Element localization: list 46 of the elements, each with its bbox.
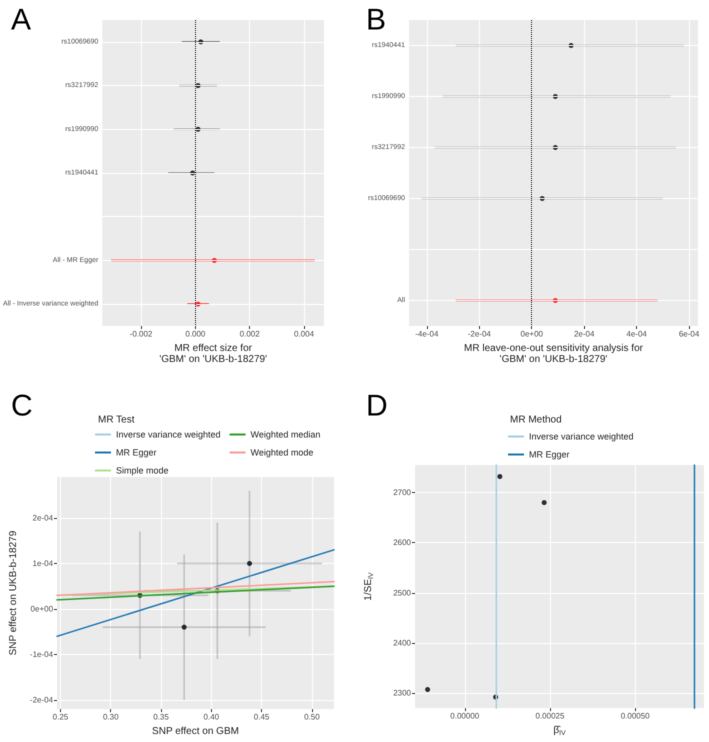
x-axis-title: MR leave-one-out sensitivity analysis for 'GBM' on 'UKB-b-18279' — [464, 342, 644, 365]
x-tick-label: -2e-04 — [468, 330, 492, 338]
x-tick-label: 0.00025 — [535, 712, 565, 721]
x-axis-title: SNP effect on GBM — [152, 726, 239, 737]
x-tick-label: 0.50 — [304, 712, 320, 722]
x-tick-label: 0.00000 — [450, 712, 480, 721]
legend-label: Weighted median — [250, 430, 320, 440]
chart-title: C — [11, 390, 33, 422]
y-tick-label: -2e-04 — [30, 696, 54, 704]
chart-title: D — [366, 390, 388, 422]
x-tick-label: 0.40 — [204, 712, 220, 722]
x-tick-label: 0.000 — [185, 330, 206, 338]
y-tick-label: 1e-04 — [32, 558, 54, 568]
y-tick-label: 2e-04 — [32, 513, 54, 522]
x-tick-label: -4e-04 — [415, 330, 439, 338]
legend-label: MR Egger — [529, 450, 570, 460]
chart-title: B — [366, 4, 386, 36]
y-tick-label: 2300 — [393, 688, 412, 698]
legend-label: MR Egger — [116, 448, 157, 458]
y-tick-label: 0e+00 — [30, 604, 54, 614]
x-tick-label: 0.00050 — [620, 712, 650, 721]
x-tick-label: 0.004 — [294, 330, 315, 338]
legend-label: Weighted mode — [250, 448, 314, 458]
x-tick-label: -0.002 — [130, 330, 153, 338]
x-tick-label: 0.45 — [254, 712, 270, 722]
legend-label: Simple mode — [116, 466, 169, 476]
chart-title: A — [11, 4, 32, 36]
y-axis-title: SNP effect on UKB-b-18279 — [8, 530, 19, 656]
y-tick-label: 2700 — [393, 488, 412, 498]
x-tick-label: 6e-04 — [678, 330, 700, 338]
x-axis-title: MR effect size for 'GBM' on 'UKB-b-18279' — [159, 342, 268, 365]
legend-label: Inverse variance weighted — [529, 432, 634, 442]
legend-title: MR Test — [98, 414, 135, 426]
y-tick-label: 2400 — [393, 638, 412, 648]
legend-title: MR Method — [510, 414, 562, 426]
x-tick-label: 4e-04 — [626, 330, 648, 338]
x-tick-label: 2e-04 — [574, 330, 595, 338]
x-tick-label: 0.35 — [153, 712, 170, 722]
x-tick-label: 0e+00 — [520, 330, 544, 338]
y-tick-label: 2500 — [393, 588, 412, 598]
x-tick-label: 0.25 — [52, 712, 69, 722]
x-tick-label: 0.30 — [102, 712, 120, 722]
x-tick-label: 0.002 — [240, 330, 260, 338]
y-tick-label: 2600 — [393, 538, 412, 548]
y-tick-label: -1e-04 — [30, 650, 54, 659]
legend-label: Inverse variance weighted — [116, 430, 221, 440]
